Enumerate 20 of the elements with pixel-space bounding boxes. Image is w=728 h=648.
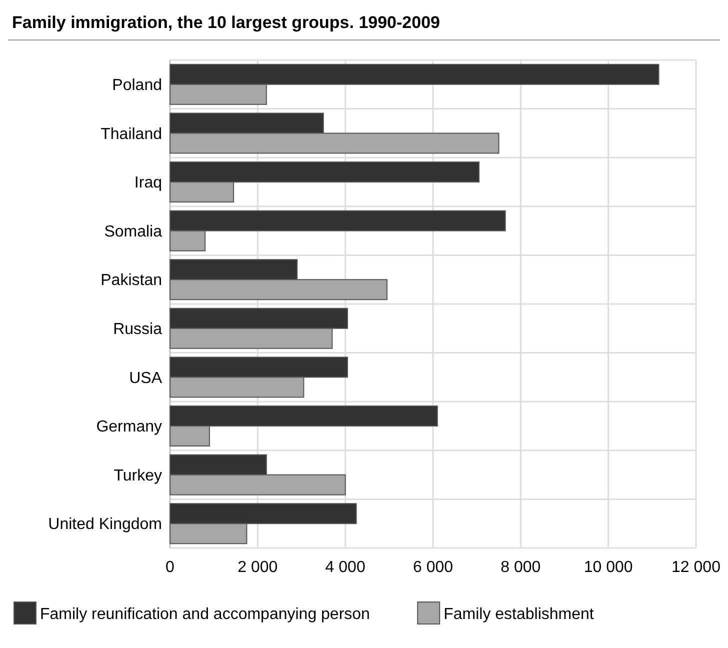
y-tick-label: United Kingdom xyxy=(48,516,162,534)
y-tick-label: Somalia xyxy=(104,223,162,240)
x-tick-label: 12 000 xyxy=(672,559,721,576)
y-tick-label: USA xyxy=(129,370,162,387)
x-tick-label: 0 xyxy=(166,559,175,576)
y-tick-label: Poland xyxy=(112,77,162,94)
x-tick-label: 2 000 xyxy=(238,559,278,576)
y-tick-label: Pakistan xyxy=(100,272,162,290)
y-tick-label: Iraq xyxy=(134,174,162,192)
y-tick-label: Russia xyxy=(113,321,162,338)
chart-title: Family immigration, the 10 largest groups. 1990-2009 xyxy=(12,13,440,32)
x-tick-label: 8 000 xyxy=(500,559,541,576)
y-tick-label: Turkey xyxy=(114,467,162,484)
y-tick-label: Thailand xyxy=(100,126,162,143)
legend-label: Family establishment xyxy=(444,606,594,623)
x-tick-label: 4 000 xyxy=(325,559,366,576)
y-tick-label: Germany xyxy=(96,418,162,436)
x-tick-label: 10 000 xyxy=(584,559,633,576)
legend-label: Family reunification and accompanying person xyxy=(40,606,370,623)
x-tick-label: 6 000 xyxy=(412,559,454,576)
